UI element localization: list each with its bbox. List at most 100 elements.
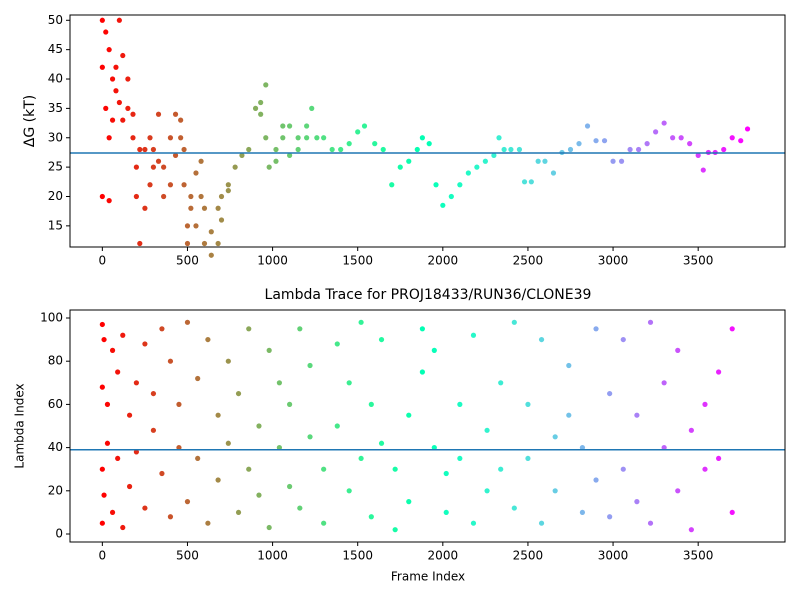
point: [126, 483, 133, 490]
plot-frame: [69, 14, 786, 248]
point: [607, 390, 613, 397]
point: [99, 193, 105, 200]
x-tick-label: 1500: [342, 254, 373, 268]
point: [266, 164, 272, 170]
point: [198, 193, 204, 200]
point: [744, 126, 751, 132]
point: [120, 52, 126, 59]
point: [321, 520, 327, 526]
point: [147, 135, 153, 141]
point: [368, 514, 374, 520]
point: [225, 182, 231, 188]
point: [184, 223, 191, 229]
point: [678, 135, 684, 141]
point: [215, 412, 221, 418]
point: [358, 319, 364, 325]
point: [188, 193, 194, 200]
point: [392, 527, 398, 533]
point: [150, 427, 157, 433]
point: [106, 198, 112, 204]
y-tick-label: 15: [48, 218, 63, 232]
x-tick-label: 3000: [598, 549, 629, 563]
point: [161, 193, 167, 200]
point: [346, 488, 352, 494]
point: [101, 492, 107, 498]
point: [644, 141, 650, 147]
point: [225, 440, 231, 446]
point: [295, 135, 301, 141]
point: [113, 88, 119, 94]
point: [184, 319, 191, 325]
y-tick-label: 40: [48, 440, 63, 454]
point: [256, 492, 262, 498]
point: [307, 362, 313, 369]
point: [205, 336, 211, 343]
point: [215, 205, 221, 211]
x-axis-label: Frame Index: [391, 570, 465, 584]
point: [266, 347, 272, 353]
plot-frame: [69, 309, 786, 543]
point: [593, 138, 599, 144]
point: [142, 505, 148, 511]
point: [542, 158, 548, 164]
point: [137, 240, 143, 247]
point: [198, 158, 204, 164]
point: [235, 390, 242, 397]
point: [687, 141, 693, 147]
point: [688, 427, 694, 433]
point: [721, 146, 727, 153]
point: [392, 466, 398, 472]
point: [334, 423, 340, 429]
point: [201, 240, 208, 247]
point: [419, 135, 425, 141]
point: [321, 466, 327, 472]
point: [695, 152, 701, 158]
x-tick-label: 2000: [428, 254, 459, 268]
point: [232, 164, 238, 170]
point: [620, 466, 626, 472]
point: [584, 123, 591, 129]
point: [137, 146, 143, 153]
y-tick-label: 20: [48, 483, 63, 497]
point: [159, 326, 165, 332]
point: [304, 135, 310, 141]
point: [675, 488, 681, 494]
chart-title: Lambda Trace for PROJ18433/RUN36/CLONE39: [265, 287, 592, 303]
point: [470, 520, 477, 526]
point: [511, 319, 517, 325]
point: [538, 336, 545, 343]
point: [215, 477, 221, 483]
y-axis-label: ΔG (kT): [22, 95, 38, 147]
point: [120, 524, 126, 531]
point: [280, 123, 286, 129]
point: [256, 423, 262, 429]
point: [566, 362, 572, 369]
point: [601, 138, 608, 144]
point: [470, 332, 477, 338]
point: [167, 135, 174, 141]
point: [295, 146, 301, 153]
point: [263, 82, 269, 88]
point: [218, 193, 225, 200]
point: [161, 164, 167, 170]
x-tick-label: 1000: [257, 549, 288, 563]
x-tick-label: 3500: [683, 549, 714, 563]
point: [239, 152, 245, 158]
point: [566, 412, 572, 418]
point: [431, 445, 437, 451]
point: [484, 427, 490, 433]
point: [208, 229, 214, 235]
point: [457, 182, 463, 188]
point: [304, 123, 310, 129]
y-tick-label: 0: [55, 527, 63, 541]
point: [106, 135, 112, 141]
y-tick-label: 20: [48, 189, 63, 203]
point: [700, 167, 706, 173]
point: [109, 117, 116, 123]
point: [414, 146, 420, 153]
point: [329, 146, 335, 153]
y-tick-label: 45: [48, 42, 63, 56]
point: [380, 146, 386, 153]
point: [103, 29, 109, 35]
